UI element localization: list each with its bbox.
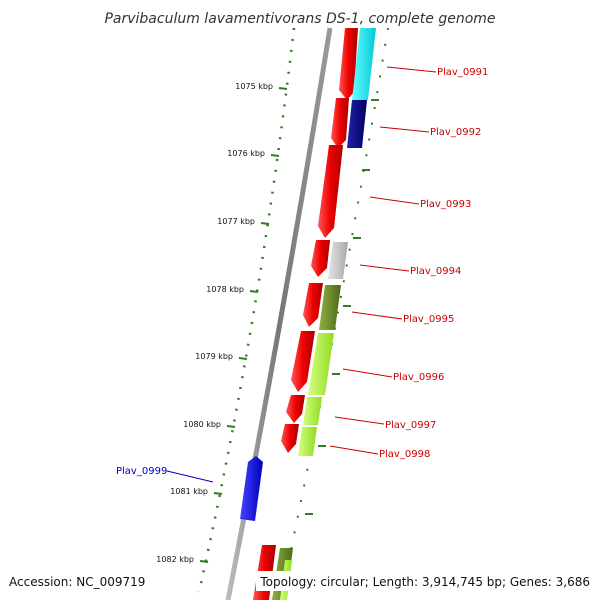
tick-1075 [278, 87, 288, 90]
tick-label: 1077 kbp [217, 217, 255, 226]
cds-plav-0991[interactable] [339, 28, 358, 100]
gene-label-plav-0996[interactable]: Plav_0996 [393, 372, 444, 383]
gene-label-plav-0998[interactable]: Plav_0998 [379, 449, 430, 460]
gene-label-plav-0994[interactable]: Plav_0994 [410, 266, 461, 277]
tick-1079 [238, 357, 248, 360]
cds-plav-0994[interactable] [311, 240, 330, 277]
footer-accession: Accession: NC_009719 [9, 575, 145, 589]
cds-plav-0996[interactable] [291, 331, 315, 392]
cog-block-plav-0991[interactable] [352, 28, 376, 100]
tick-1081 [213, 492, 223, 495]
tick-label: 1081 kbp [170, 487, 208, 496]
gene-label-plav-0995[interactable]: Plav_0995 [403, 314, 454, 325]
gene-label-plav-0997[interactable]: Plav_0997 [385, 420, 436, 431]
tick-label: 1080 kbp [183, 420, 221, 429]
tick-1082 [199, 560, 209, 563]
footer-accession-bg [6, 571, 151, 591]
genome-backbone [225, 27, 333, 600]
lane-marks [305, 99, 379, 515]
leader-plav-0994 [359, 264, 410, 272]
scale-ticks [199, 87, 288, 563]
footer-summary: Topology: circular; Length: 3,914,745 bp… [259, 575, 590, 589]
cog-track [272, 28, 376, 600]
gene-label-plav-0992[interactable]: Plav_0992 [430, 127, 481, 138]
outer-lane-arc [281, 27, 389, 593]
leader-plav-0995 [351, 311, 403, 320]
leader-plav-0996 [342, 368, 393, 378]
tick-label: 1082 kbp [156, 555, 194, 564]
leader-plav-0991 [386, 66, 437, 73]
leader-plav-0997 [334, 416, 385, 425]
cog-block-plav-0996[interactable] [308, 333, 334, 395]
tick-label: 1078 kbp [206, 285, 244, 294]
tick-1078 [249, 290, 259, 293]
leader-plav-0999 [166, 470, 214, 483]
cds-plav-0997[interactable] [286, 395, 305, 423]
map-title: Parvibaculum lavamentivorans DS-1, compl… [104, 11, 495, 27]
tick-label: 1076 kbp [227, 149, 265, 158]
tick-label: 1079 kbp [195, 352, 233, 361]
gene-label-plav-0991[interactable]: Plav_0991 [437, 67, 488, 78]
leader-plav-0993 [369, 196, 420, 205]
leader-plav-0992 [379, 126, 430, 133]
gene-label-plav-0993[interactable]: Plav_0993 [420, 199, 471, 210]
gene-label-plav-0999[interactable]: Plav_0999 [116, 466, 167, 477]
scale-tick-labels: 1075 kbp 1076 kbp 1077 kbp 1078 kbp 1079… [156, 82, 273, 564]
cds-plav-0999[interactable] [240, 456, 263, 521]
cog-block-plav-0997[interactable] [303, 397, 322, 425]
leader-plav-0998 [329, 445, 379, 455]
tick-1077 [260, 222, 270, 225]
cog-block-plav-0994[interactable] [328, 242, 348, 279]
cds-plav-0993[interactable] [318, 145, 343, 238]
footer-summary-bg [256, 571, 594, 591]
cds-plav-0998[interactable] [281, 424, 299, 453]
cog-block-plav-0998[interactable] [298, 427, 317, 456]
tick-label: 1075 kbp [235, 82, 273, 91]
tick-1080 [226, 425, 236, 428]
gene-labels: Plav_0991 Plav_0992 Plav_0993 Plav_0994 … [116, 67, 488, 477]
cds-plav-0995[interactable] [303, 283, 323, 327]
cds-plav-0992[interactable] [331, 98, 349, 148]
tick-1076 [270, 154, 280, 157]
label-leaders [329, 66, 437, 455]
cog-block-plav-0992[interactable] [347, 100, 367, 148]
cog-block-plav-0995[interactable] [319, 285, 341, 330]
